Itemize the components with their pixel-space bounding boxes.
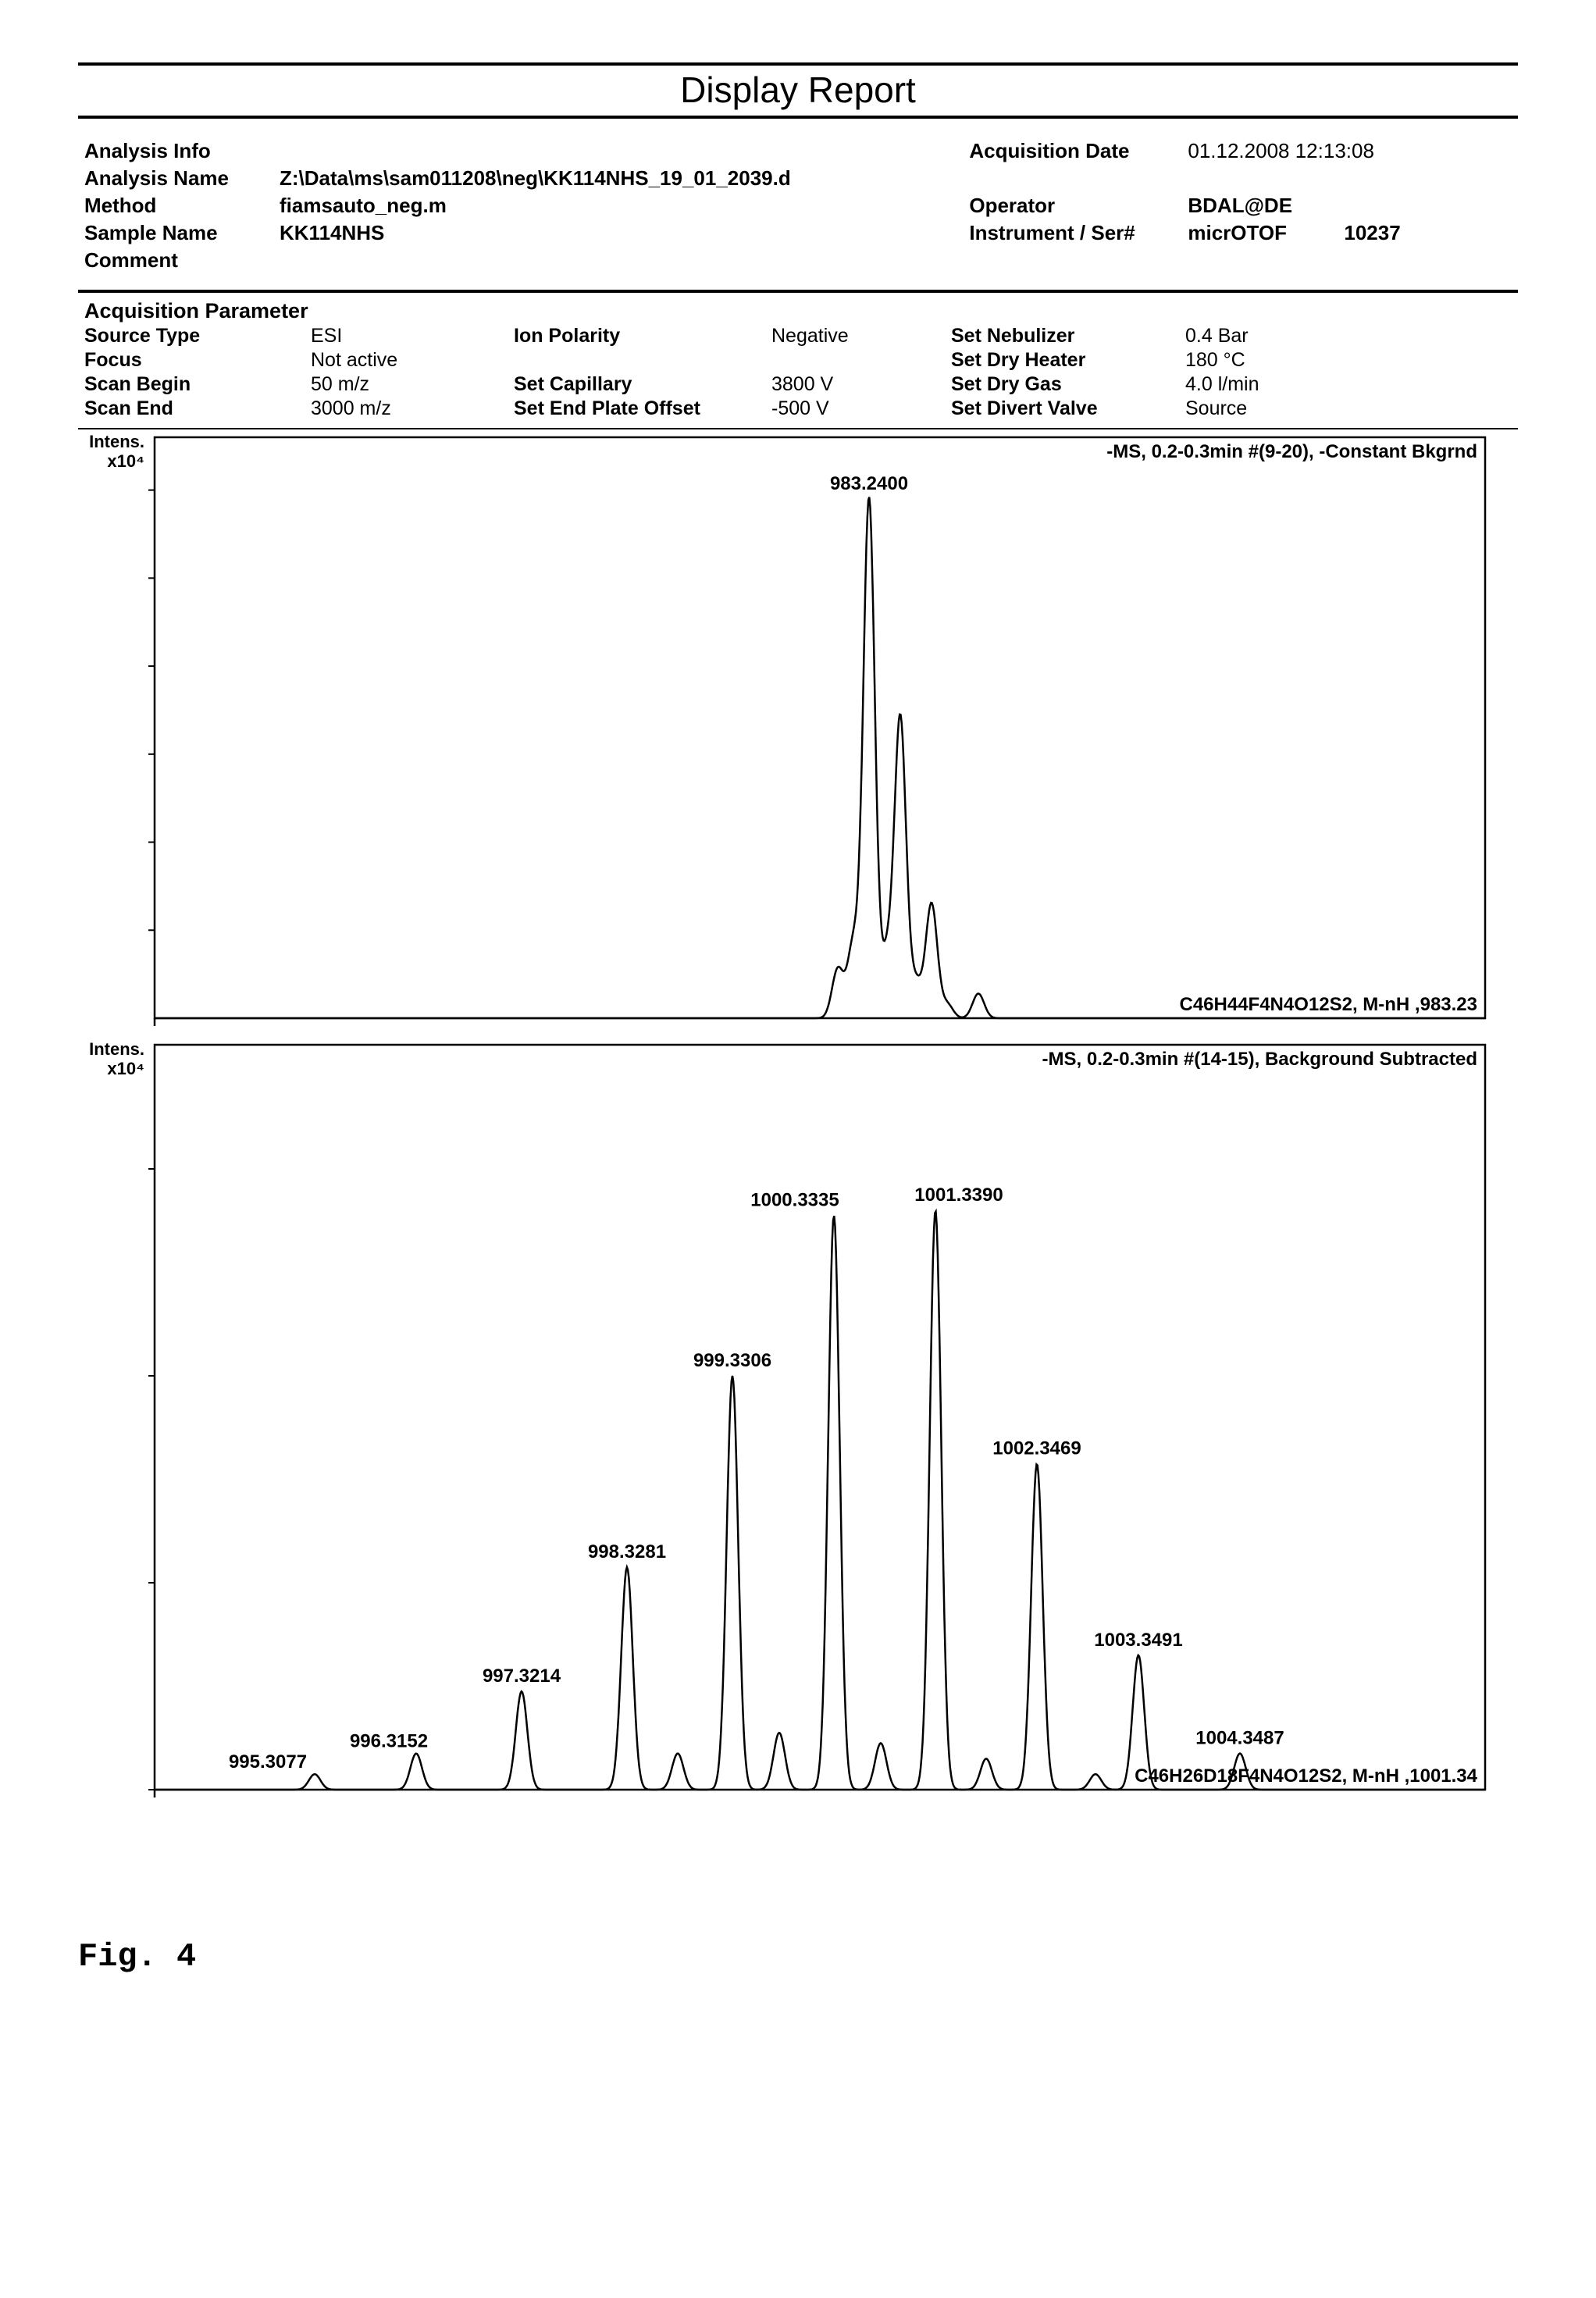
acq-param-value: 3000 m/z <box>311 397 514 420</box>
svg-text:1001.3390: 1001.3390 <box>914 1185 1003 1206</box>
acq-param-label <box>514 349 771 372</box>
chart-2-svg: 0246-MS, 0.2-0.3min #(14-15), Background… <box>148 1040 1491 1797</box>
acq-param-value: Source <box>1185 397 1334 420</box>
sample-name-label: Sample Name <box>84 219 280 247</box>
acq-param-value <box>771 349 951 372</box>
svg-text:1004.3487: 1004.3487 <box>1195 1728 1284 1749</box>
instrument-value: micrOTOF <box>1188 219 1344 247</box>
svg-text:C46H44F4N4O12S2, M-nH ,983.23: C46H44F4N4O12S2, M-nH ,983.23 <box>1179 994 1477 1015</box>
svg-text:995.3077: 995.3077 <box>229 1752 307 1773</box>
analysis-name-label: Analysis Name <box>84 165 280 192</box>
svg-text:983.2400: 983.2400 <box>830 473 908 494</box>
acq-date-label: Acquisition Date <box>969 137 1188 165</box>
acq-param-heading: Acquisition Parameter <box>78 290 1518 325</box>
report-title: Display Report <box>78 62 1518 119</box>
sample-name-value: KK114NHS <box>280 219 384 247</box>
chart-1-svg: 0.51.01.52.02.53.0-MS, 0.2-0.3min #(9-20… <box>148 433 1491 1026</box>
chart-1-frame: Intens.x10⁴ 0.51.01.52.02.53.0-MS, 0.2-0… <box>148 433 1510 1026</box>
charts-region: Intens.x10⁴ 0.51.01.52.02.53.0-MS, 0.2-0… <box>78 429 1518 1797</box>
chart-1-ylabel: Intens.x10⁴ <box>78 433 144 470</box>
acq-param-label: Ion Polarity <box>514 325 771 347</box>
operator-value: BDAL@DE <box>1188 192 1292 219</box>
analysis-info-heading: Analysis Info <box>84 137 280 165</box>
svg-text:1003.3491: 1003.3491 <box>1094 1630 1182 1651</box>
svg-text:1002.3469: 1002.3469 <box>992 1438 1081 1459</box>
acq-param-label: Set Divert Valve <box>951 397 1185 420</box>
method-value: fiamsauto_neg.m <box>280 192 447 219</box>
acq-param-value: -500 V <box>771 397 951 420</box>
svg-text:-MS, 0.2-0.3min #(9-20), -Cons: -MS, 0.2-0.3min #(9-20), -Constant Bkgrn… <box>1106 441 1477 462</box>
operator-label: Operator <box>969 192 1188 219</box>
acq-param-label: Set Dry Heater <box>951 349 1185 372</box>
acq-param-grid: Source TypeESIIon PolarityNegativeSet Ne… <box>78 325 1518 429</box>
svg-text:998.3281: 998.3281 <box>588 1542 666 1563</box>
acq-param-label: Focus <box>84 349 311 372</box>
svg-text:-MS, 0.2-0.3min #(14-15), Back: -MS, 0.2-0.3min #(14-15), Background Sub… <box>1042 1049 1477 1070</box>
acq-param-value: Negative <box>771 325 951 347</box>
svg-text:999.3306: 999.3306 <box>693 1350 771 1371</box>
acq-param-label: Set Dry Gas <box>951 373 1185 396</box>
chart-2-frame: Intens.x10⁴ 0246-MS, 0.2-0.3min #(14-15)… <box>148 1040 1510 1797</box>
analysis-info-block: Analysis Info Acquisition Date01.12.2008… <box>78 119 1518 290</box>
acq-param-label: Scan Begin <box>84 373 311 396</box>
comment-label: Comment <box>84 247 280 274</box>
method-label: Method <box>84 192 280 219</box>
chart-2-ylabel: Intens.x10⁴ <box>78 1040 144 1078</box>
acq-param-value: ESI <box>311 325 514 347</box>
acq-param-label: Set Nebulizer <box>951 325 1185 347</box>
acq-param-value: Not active <box>311 349 514 372</box>
report-sheet: Display Report Analysis Info Acquisition… <box>78 62 1518 1976</box>
acq-param-value: 50 m/z <box>311 373 514 396</box>
acq-param-value: 3800 V <box>771 373 951 396</box>
instrument-label: Instrument / Ser# <box>969 219 1188 247</box>
acq-param-value: 180 °C <box>1185 349 1334 372</box>
acq-param-value: 0.4 Bar <box>1185 325 1334 347</box>
acq-date-value: 01.12.2008 12:13:08 <box>1188 137 1374 165</box>
analysis-name-value: Z:\Data\ms\sam011208\neg\KK114NHS_19_01_… <box>280 165 791 192</box>
svg-text:1000.3335: 1000.3335 <box>750 1190 839 1211</box>
figure-label: Fig. 4 <box>78 1938 1518 1976</box>
instrument-serial: 10237 <box>1344 219 1400 247</box>
acq-param-label: Scan End <box>84 397 311 420</box>
acq-param-label: Set End Plate Offset <box>514 397 771 420</box>
acq-param-value: 4.0 l/min <box>1185 373 1334 396</box>
svg-text:997.3214: 997.3214 <box>483 1666 561 1687</box>
acq-param-label: Set Capillary <box>514 373 771 396</box>
acq-param-label: Source Type <box>84 325 311 347</box>
svg-text:996.3152: 996.3152 <box>350 1731 428 1752</box>
svg-text:C46H26D18F4N4O12S2, M-nH ,1001: C46H26D18F4N4O12S2, M-nH ,1001.34 <box>1135 1765 1478 1787</box>
